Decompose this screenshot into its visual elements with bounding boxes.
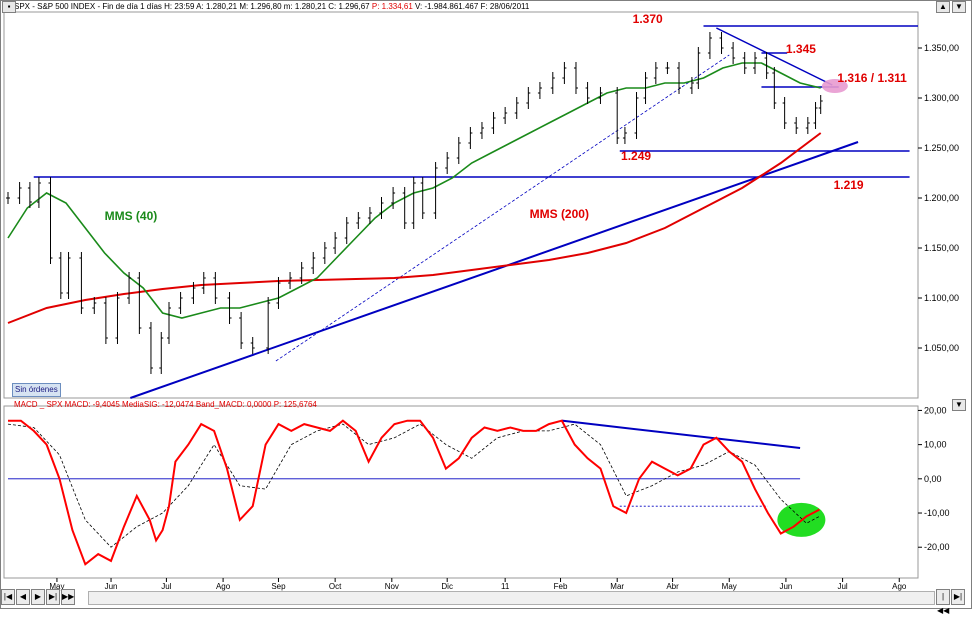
price-bars (6, 32, 823, 374)
macd-ytick-label: -10,00 (924, 508, 950, 518)
zoom-buttons: |◀◀ ▶| (936, 589, 965, 615)
macd-ytick-label: -20,00 (924, 542, 950, 552)
price-annotation: 1.219 (834, 178, 864, 192)
xtick-label: Sep (271, 582, 286, 591)
orders-status-badge[interactable]: Sin órdenes (12, 383, 61, 397)
xtick-label: Dic (441, 582, 453, 591)
xtick-label: May (722, 582, 737, 591)
nav-prev-button[interactable]: ◀ (16, 589, 30, 605)
macd-trendline-resistance (561, 419, 801, 450)
navigation-bar: |◀ ◀ ▶ ▶| ▶▶ (1, 589, 75, 605)
price-ytick-label: 1.100,00 (924, 293, 959, 303)
xtick-label: Jun (779, 582, 792, 591)
price-ytick-label: 1.250,00 (924, 143, 959, 153)
price-ytick-label: 1.350,00 (924, 43, 959, 53)
macd-ytick-label: 10,00 (924, 440, 947, 450)
xtick-label: May (49, 582, 64, 591)
price-annotation: 1.370 (633, 12, 663, 26)
macd-ytick-label: 20,00 (924, 405, 947, 415)
macd-line (8, 419, 820, 566)
price-trendline-support-dashed (275, 54, 730, 362)
macd-ytick-label: 0,00 (924, 474, 942, 484)
price-trendline-resistance (716, 27, 833, 86)
price-header-tail: V: -1.984.861.467 F: 28/06/2011 (415, 2, 530, 11)
xtick-label: Oct (329, 582, 342, 591)
price-header-p: P: 1.334,61 (371, 2, 413, 11)
macd-header-p: P: 125,6764 (273, 400, 317, 409)
price-panel-header: SPX - S&P 500 INDEX - Fin de día 1 días … (14, 2, 529, 12)
xtick-label: Jul (161, 582, 171, 591)
panel-menu-icon[interactable]: ▪ (2, 1, 16, 13)
xtick-label: Ago (216, 582, 231, 591)
macd-panel-header: MACD _ SPX MACD: -9,4045 MediaSIG: -12,0… (14, 400, 317, 410)
macd-signal-line (7, 423, 820, 548)
price-annotation: 1.316 / 1.311 (837, 71, 907, 85)
panel-down-button[interactable]: ▼ (952, 1, 966, 13)
nav-first-button[interactable]: |◀ (1, 589, 15, 605)
xtick-label: Jul (837, 582, 847, 591)
nav-start-button[interactable]: |◀◀ (936, 589, 950, 615)
xtick-label: Feb (554, 582, 568, 591)
xtick-label: Mar (610, 582, 624, 591)
price-annotation: 1.249 (621, 149, 651, 163)
nav-end-button[interactable]: ▶| (951, 589, 965, 605)
macd-panel-frame (3, 405, 919, 579)
horizontal-scrollbar[interactable] (88, 591, 935, 605)
xtick-label: Ago (892, 582, 907, 591)
macd-panel-down-button[interactable]: ▼ (952, 399, 966, 411)
xtick-label: Nov (385, 582, 399, 591)
price-annotation: MMS (200) (530, 207, 589, 221)
panel-up-button[interactable]: ▲ (936, 1, 950, 13)
price-annotation: 1.345 (786, 42, 816, 56)
xtick-label: Abr (666, 582, 679, 591)
price-header-text: SPX - S&P 500 INDEX - Fin de día 1 días … (14, 2, 370, 11)
price-panel-frame (3, 11, 919, 399)
price-ytick-label: 1.300,00 (924, 93, 959, 103)
mms200-line (7, 132, 822, 324)
price-ytick-label: 1.200,00 (924, 193, 959, 203)
mms40-line (7, 62, 821, 319)
price-annotation: MMS (40) (105, 209, 158, 223)
price-trendline-support (130, 141, 859, 399)
xtick-label: Jun (105, 582, 118, 591)
xtick-label: 11 (501, 582, 510, 591)
nav-play-button[interactable]: ▶▶ (61, 589, 75, 605)
macd-header-text: MACD _ SPX MACD: -9,4045 MediaSIG: -12,0… (14, 400, 272, 409)
nav-next-button[interactable]: ▶ (31, 589, 45, 605)
price-ytick-label: 1.050,00 (924, 343, 959, 353)
price-highlight-ellipse (821, 79, 848, 93)
nav-last-button[interactable]: ▶| (46, 589, 60, 605)
price-ytick-label: 1.150,00 (924, 243, 959, 253)
